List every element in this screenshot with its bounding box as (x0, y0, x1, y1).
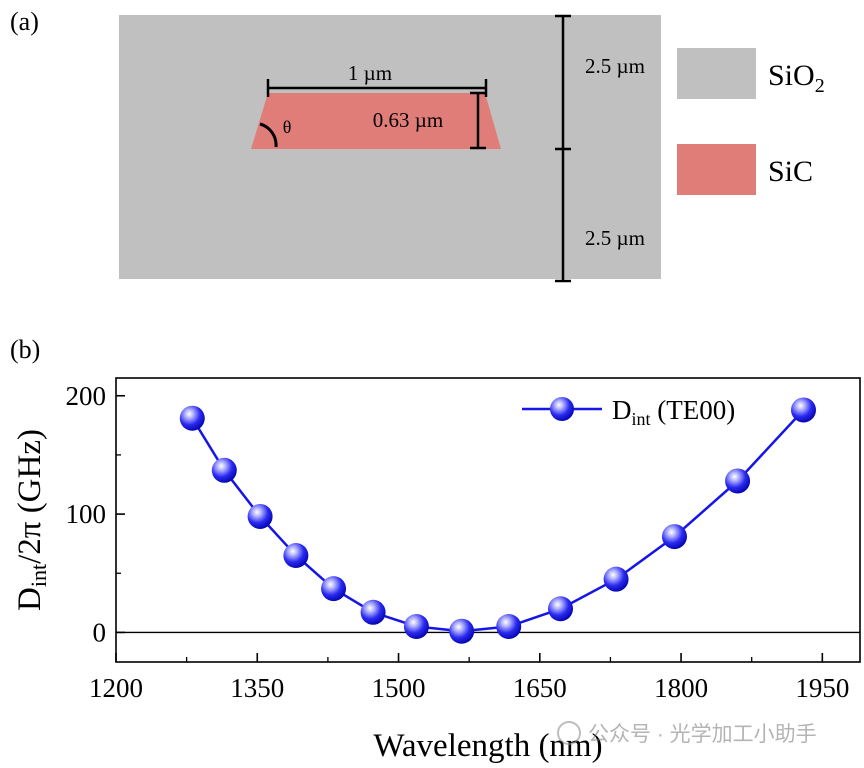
panel-b-label: (b) (10, 335, 40, 364)
y-tick-label: 200 (66, 381, 107, 411)
sic-waveguide-core (251, 93, 501, 149)
data-point-marker (283, 543, 309, 568)
legend-label-sic: SiC (768, 155, 813, 188)
wechat-icon (557, 721, 581, 745)
data-point-marker (247, 503, 273, 529)
legend-swatch-sio2 (677, 48, 756, 99)
height-label: 0.63 µm (373, 108, 443, 132)
x-tick-label: 1200 (89, 673, 143, 703)
plot-frame (115, 377, 861, 663)
series-line-te00 (191, 409, 805, 633)
data-point-marker (790, 397, 816, 423)
data-point-marker (603, 566, 629, 592)
angle-label: θ (283, 117, 292, 137)
data-point-marker (661, 524, 687, 550)
y-axis: 0 100 200 (66, 381, 125, 647)
height-dimension (470, 91, 486, 150)
x-tick-label: 1800 (654, 673, 708, 703)
top-cladding-label: 2.5 µm (585, 54, 645, 78)
x-tick-label: 1350 (230, 673, 284, 703)
data-point-marker (360, 599, 386, 625)
panel-a-label: (a) (10, 7, 39, 36)
bottom-cladding-label: 2.5 µm (585, 226, 645, 250)
legend-series-label: Dint (TE00) (612, 395, 735, 429)
watermark: 公众号 · 光学加工小助手 (557, 721, 817, 746)
data-point-marker (179, 405, 205, 431)
x-axis-label: Wavelength (nm) (373, 728, 602, 764)
data-point-marker (496, 614, 522, 639)
data-point-marker (725, 468, 751, 494)
watermark-text: 公众号 · 光学加工小助手 (588, 723, 817, 746)
series-markers-te00 (179, 397, 816, 644)
legend-label-sio2: SiO2 (768, 59, 825, 97)
x-tick-label: 1500 (372, 673, 426, 703)
data-point-marker (211, 457, 237, 483)
x-tick-label: 1950 (795, 673, 849, 703)
legend-swatch-sic (677, 144, 756, 195)
legend-marker-sample (550, 397, 574, 421)
data-point-marker (449, 618, 475, 644)
cladding-dimension (555, 14, 571, 283)
series-legend: Dint (TE00) (522, 395, 735, 429)
y-axis-label: Dint/2π (GHz) (12, 429, 51, 611)
y-tick-label: 100 (66, 499, 107, 529)
width-label: 1 µm (348, 61, 392, 85)
angle-arc (259, 122, 278, 148)
data-point-marker (321, 576, 347, 602)
x-tick-label: 1650 (513, 673, 567, 703)
data-point-marker (548, 596, 574, 622)
data-point-marker (403, 614, 429, 639)
x-axis: 1200 1350 1500 1650 1800 1950 (89, 653, 849, 703)
y-tick-label: 0 (93, 617, 107, 647)
